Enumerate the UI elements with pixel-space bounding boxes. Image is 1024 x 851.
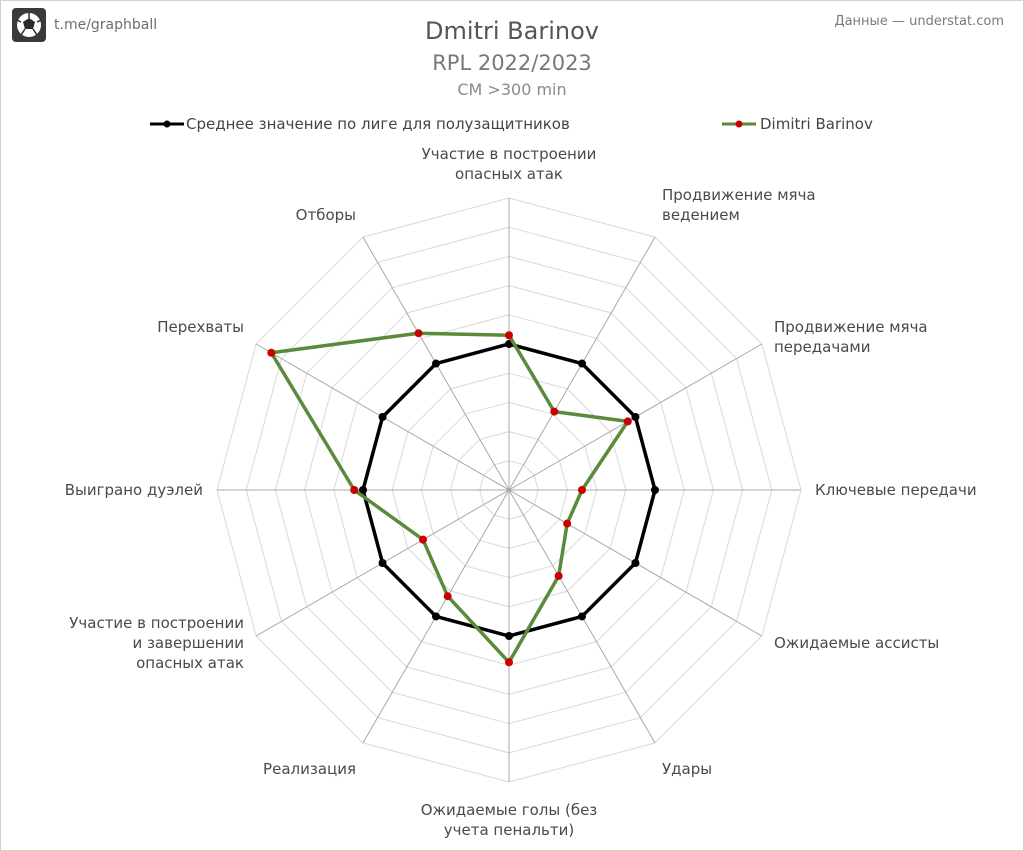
- axis-label-line: учета пенальти): [444, 821, 574, 839]
- data-point-s0-11: [432, 359, 440, 368]
- branding: t.me/graphball: [12, 8, 157, 42]
- axis-label-line: Продвижение мяча: [774, 318, 928, 336]
- axis-label-line: опасных атак: [455, 165, 563, 183]
- axis-label-3: Ключевые передачи: [815, 481, 977, 499]
- data-point-s1-0: [505, 331, 513, 340]
- data-point-s0-5: [578, 612, 586, 621]
- axis-label-2: Продвижение мяча передачами: [774, 318, 928, 356]
- axis-label-line: Перехваты: [157, 318, 244, 336]
- axis-label-line: Ожидаемые голы (без: [421, 801, 598, 819]
- data-point-s1-7: [443, 592, 452, 601]
- axis-label-line: передачами: [774, 338, 870, 356]
- data-point-s1-5: [554, 571, 563, 580]
- axis-label-line: Отборы: [296, 206, 356, 224]
- axis-label-4: Ожидаемые ассисты: [774, 634, 939, 652]
- axis-label-5: Удары: [662, 760, 712, 778]
- radar-series: [267, 329, 659, 667]
- axis-label-line: Выиграно дуэлей: [65, 481, 203, 499]
- radar-spokes: [217, 198, 801, 782]
- axis-label-8: Участие в построении и завершении опасных …: [69, 614, 244, 672]
- data-point-s1-4: [563, 519, 572, 528]
- axis-label-line: Реализация: [263, 760, 356, 778]
- data-point-s0-6: [505, 632, 513, 640]
- axis-label-line: опасных атак: [136, 654, 244, 672]
- data-point-s1-8: [419, 535, 428, 544]
- legend-marker-player: [735, 120, 743, 128]
- axis-label-line: Продвижение мяча: [662, 186, 816, 204]
- axis-label-9: Выиграно дуэлей: [65, 481, 203, 499]
- axis-label-line: Участие в построении: [69, 614, 244, 632]
- data-point-s1-3: [578, 486, 586, 494]
- chart-subtitle-2: CM >300 min: [457, 80, 567, 99]
- axis-label-line: Удары: [662, 760, 712, 778]
- data-point-s0-3: [651, 486, 659, 494]
- data-point-s1-10: [267, 348, 276, 357]
- series-line-1: [269, 331, 630, 665]
- axis-label-line: Ключевые передачи: [815, 481, 977, 499]
- data-point-s1-2: [623, 417, 632, 426]
- data-point-s0-8: [378, 559, 387, 567]
- axis-labels: Участие в построении опасных атак Продвиже…: [65, 145, 977, 839]
- data-point-s0-4: [631, 559, 640, 567]
- axis-label-10: Перехваты: [157, 318, 244, 336]
- chart-subtitle: RPL 2022/2023: [432, 51, 592, 75]
- data-source: Данные — understat.com: [834, 14, 1004, 29]
- axis-label-6: Ожидаемые голы (без учета пенальти): [421, 801, 598, 839]
- data-point-s1-9: [350, 486, 359, 494]
- channel-link[interactable]: t.me/graphball: [54, 17, 158, 33]
- data-point-s0-7: [432, 612, 440, 621]
- football-logo-icon: [12, 8, 46, 42]
- axis-label-line: и завершении: [132, 634, 244, 652]
- data-point-s1-1: [550, 407, 559, 416]
- legend-label-average: Среднее значение по лиге для полузащитни…: [186, 115, 570, 133]
- chart-title: Dmitri Barinov: [425, 17, 599, 45]
- legend-label-player: Dimitri Barinov: [760, 115, 873, 133]
- axis-label-1: Продвижение мяча ведением: [662, 186, 816, 224]
- data-point-s1-11: [414, 329, 423, 338]
- axis-label-line: Участие в построении: [422, 145, 597, 163]
- data-point-s0-1: [578, 359, 586, 368]
- title-block: Dmitri Barinov RPL 2022/2023 CM >300 min: [0, 14, 1024, 102]
- legend: Среднее значение по лиге для полузащитни…: [150, 115, 873, 133]
- data-point-s1-6: [505, 658, 513, 667]
- legend-marker-average: [163, 120, 171, 128]
- data-point-s0-9: [359, 486, 367, 494]
- axis-label-7: Реализация: [263, 760, 356, 778]
- axis-label-line: ведением: [662, 206, 740, 224]
- axis-label-11: Отборы: [296, 206, 356, 224]
- data-point-s0-10: [378, 413, 387, 421]
- data-point-s0-2: [631, 413, 640, 421]
- axis-label-0: Участие в построении опасных атак: [422, 145, 597, 183]
- axis-label-line: Ожидаемые ассисты: [774, 634, 939, 652]
